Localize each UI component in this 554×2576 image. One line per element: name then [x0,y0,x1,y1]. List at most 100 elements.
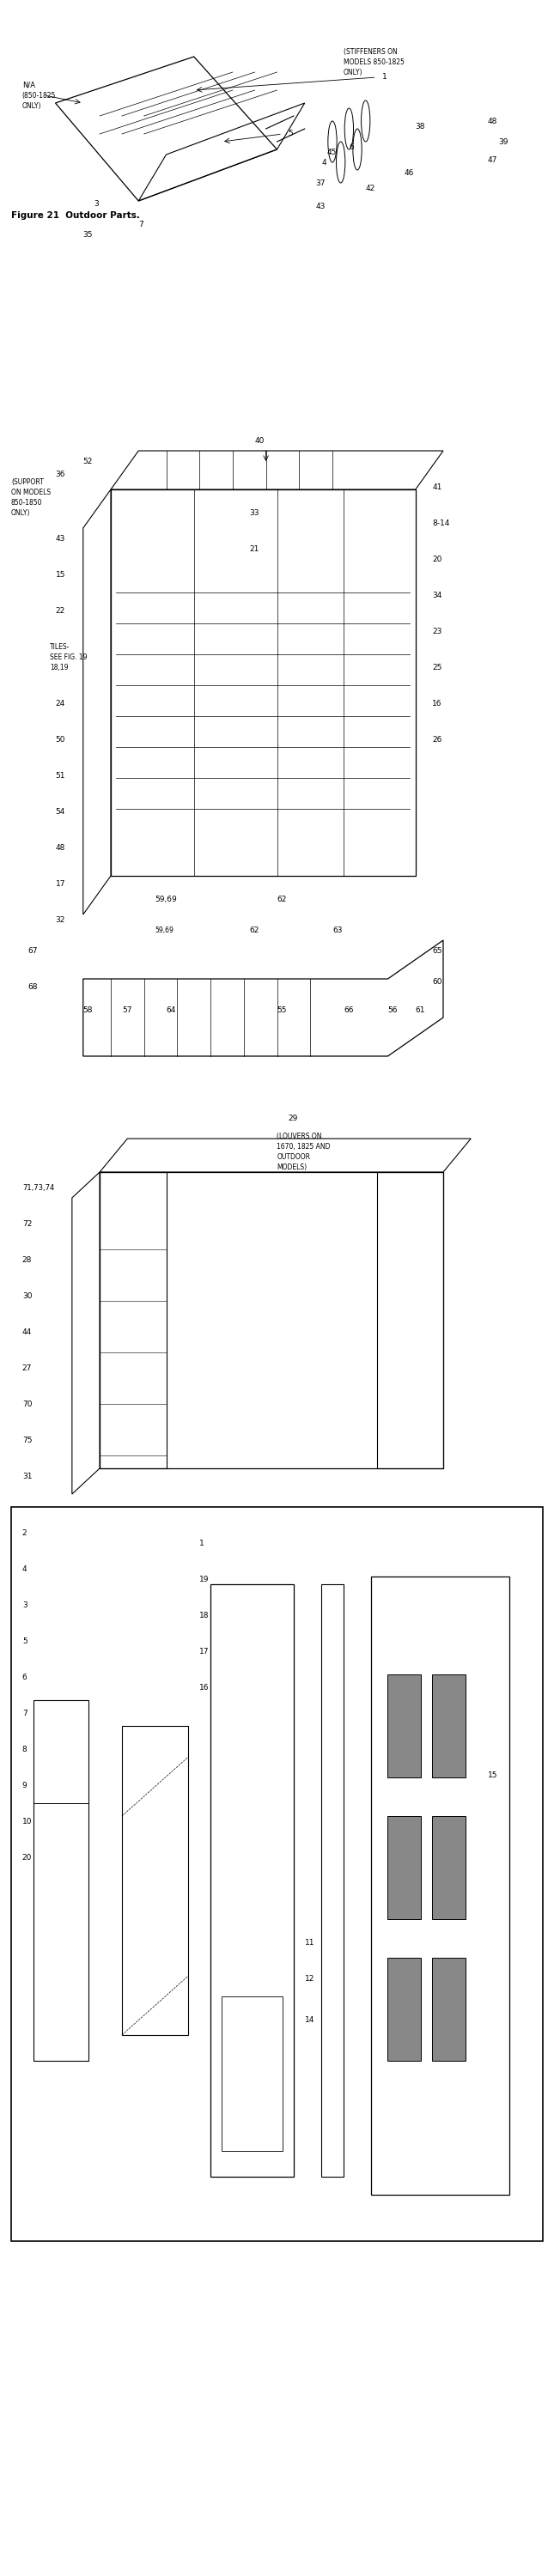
Text: 17: 17 [55,881,65,889]
Text: 9: 9 [22,1783,27,1790]
Text: 31: 31 [22,1473,32,1481]
Text: MODELS 850-1825: MODELS 850-1825 [343,59,404,67]
Text: 44: 44 [22,1329,32,1337]
Text: SEE FIG. 19: SEE FIG. 19 [50,654,87,662]
Bar [100,1172,443,1468]
Text: 16: 16 [432,701,442,708]
Text: 24: 24 [55,701,65,708]
Text: 75: 75 [22,1437,32,1445]
Text: 14: 14 [305,2017,315,2025]
Text: ON MODELS: ON MODELS [11,489,51,497]
Text: 43: 43 [55,536,65,544]
Text: 65: 65 [432,948,442,956]
Bar [371,1577,510,2195]
Text: 30: 30 [22,1293,32,1301]
Text: 58: 58 [83,1007,93,1015]
Text: 20: 20 [22,1855,32,1862]
Text: (STIFFENERS ON: (STIFFENERS ON [343,49,397,57]
Text: 1: 1 [199,1540,204,1548]
Text: 19: 19 [199,1577,209,1584]
Text: 2: 2 [22,1530,27,1538]
Text: 47: 47 [488,157,497,165]
Text: 4: 4 [321,160,326,167]
Text: (LOUVERS ON: (LOUVERS ON [277,1133,322,1141]
Text: 52: 52 [83,459,93,466]
Text: 62: 62 [277,896,287,904]
Text: 62: 62 [249,927,259,935]
Text: 18: 18 [199,1613,209,1620]
Text: 1670, 1825 AND: 1670, 1825 AND [277,1144,331,1151]
Text: 18,19: 18,19 [50,665,68,672]
Text: 3: 3 [94,201,99,209]
Text: 48: 48 [55,845,65,853]
Text: 11: 11 [305,1940,315,1947]
Text: 55: 55 [277,1007,287,1015]
Text: 5: 5 [22,1638,27,1646]
Bar [11,1507,543,2241]
Text: 63: 63 [332,927,342,935]
Bar [432,1816,465,1919]
Text: MODELS): MODELS) [277,1164,307,1172]
Text: 6: 6 [349,144,354,152]
Text: 33: 33 [249,510,259,518]
Text: (850-1825: (850-1825 [22,93,56,100]
Text: 45: 45 [327,149,337,157]
Bar [432,1958,465,2061]
Text: 70: 70 [22,1401,32,1409]
Text: 48: 48 [488,118,497,126]
Text: 1: 1 [382,75,387,82]
Text: OUTDOOR: OUTDOOR [277,1154,310,1162]
Text: 59,69: 59,69 [155,896,177,904]
Bar [388,1816,421,1919]
Text: 60: 60 [432,979,442,987]
Text: 25: 25 [432,665,442,672]
Text: 21: 21 [249,546,259,554]
Bar [111,489,416,876]
Text: 16: 16 [199,1685,209,1692]
Text: 39: 39 [499,139,509,147]
Text: 59,69: 59,69 [155,927,174,935]
Text: ONLY): ONLY) [22,103,42,111]
Text: 32: 32 [55,917,65,925]
Text: N/A: N/A [22,82,35,90]
Text: 50: 50 [55,737,65,744]
Text: 68: 68 [28,984,38,992]
Text: 26: 26 [432,737,442,744]
Text: 41: 41 [432,484,442,492]
Text: 5: 5 [288,129,293,137]
Text: 15: 15 [55,572,65,580]
Text: ONLY): ONLY) [343,70,363,77]
Text: 7: 7 [22,1710,27,1718]
Text: 57: 57 [122,1007,132,1015]
Text: 38: 38 [416,124,425,131]
Text: 8-14: 8-14 [432,520,450,528]
Text: 850-1850: 850-1850 [11,500,43,507]
Text: 61: 61 [416,1007,425,1015]
Text: TILES-: TILES- [50,644,70,652]
Text: 20: 20 [432,556,442,564]
Text: 72: 72 [22,1221,32,1229]
Text: 71,73,74: 71,73,74 [22,1185,54,1193]
Text: 6: 6 [22,1674,27,1682]
Text: 3: 3 [22,1602,27,1610]
Text: 67: 67 [28,948,38,956]
Bar [377,1172,443,1468]
Text: 56: 56 [388,1007,398,1015]
Text: ONLY): ONLY) [11,510,30,518]
Text: 64: 64 [166,1007,176,1015]
Text: 10: 10 [22,1819,32,1826]
Text: 40: 40 [255,438,265,446]
Text: 34: 34 [432,592,442,600]
Text: 46: 46 [404,170,414,178]
Text: 42: 42 [366,185,375,193]
Bar [388,1958,421,2061]
Text: (SUPPORT: (SUPPORT [11,479,44,487]
Text: 22: 22 [55,608,65,616]
Bar [122,1726,188,2035]
Text: Figure 21  Outdoor Parts.: Figure 21 Outdoor Parts. [11,211,140,219]
Text: 66: 66 [343,1007,353,1015]
Text: 7: 7 [138,222,143,229]
Bar [33,1700,89,2061]
Text: 37: 37 [316,180,326,188]
Text: 15: 15 [488,1772,497,1780]
